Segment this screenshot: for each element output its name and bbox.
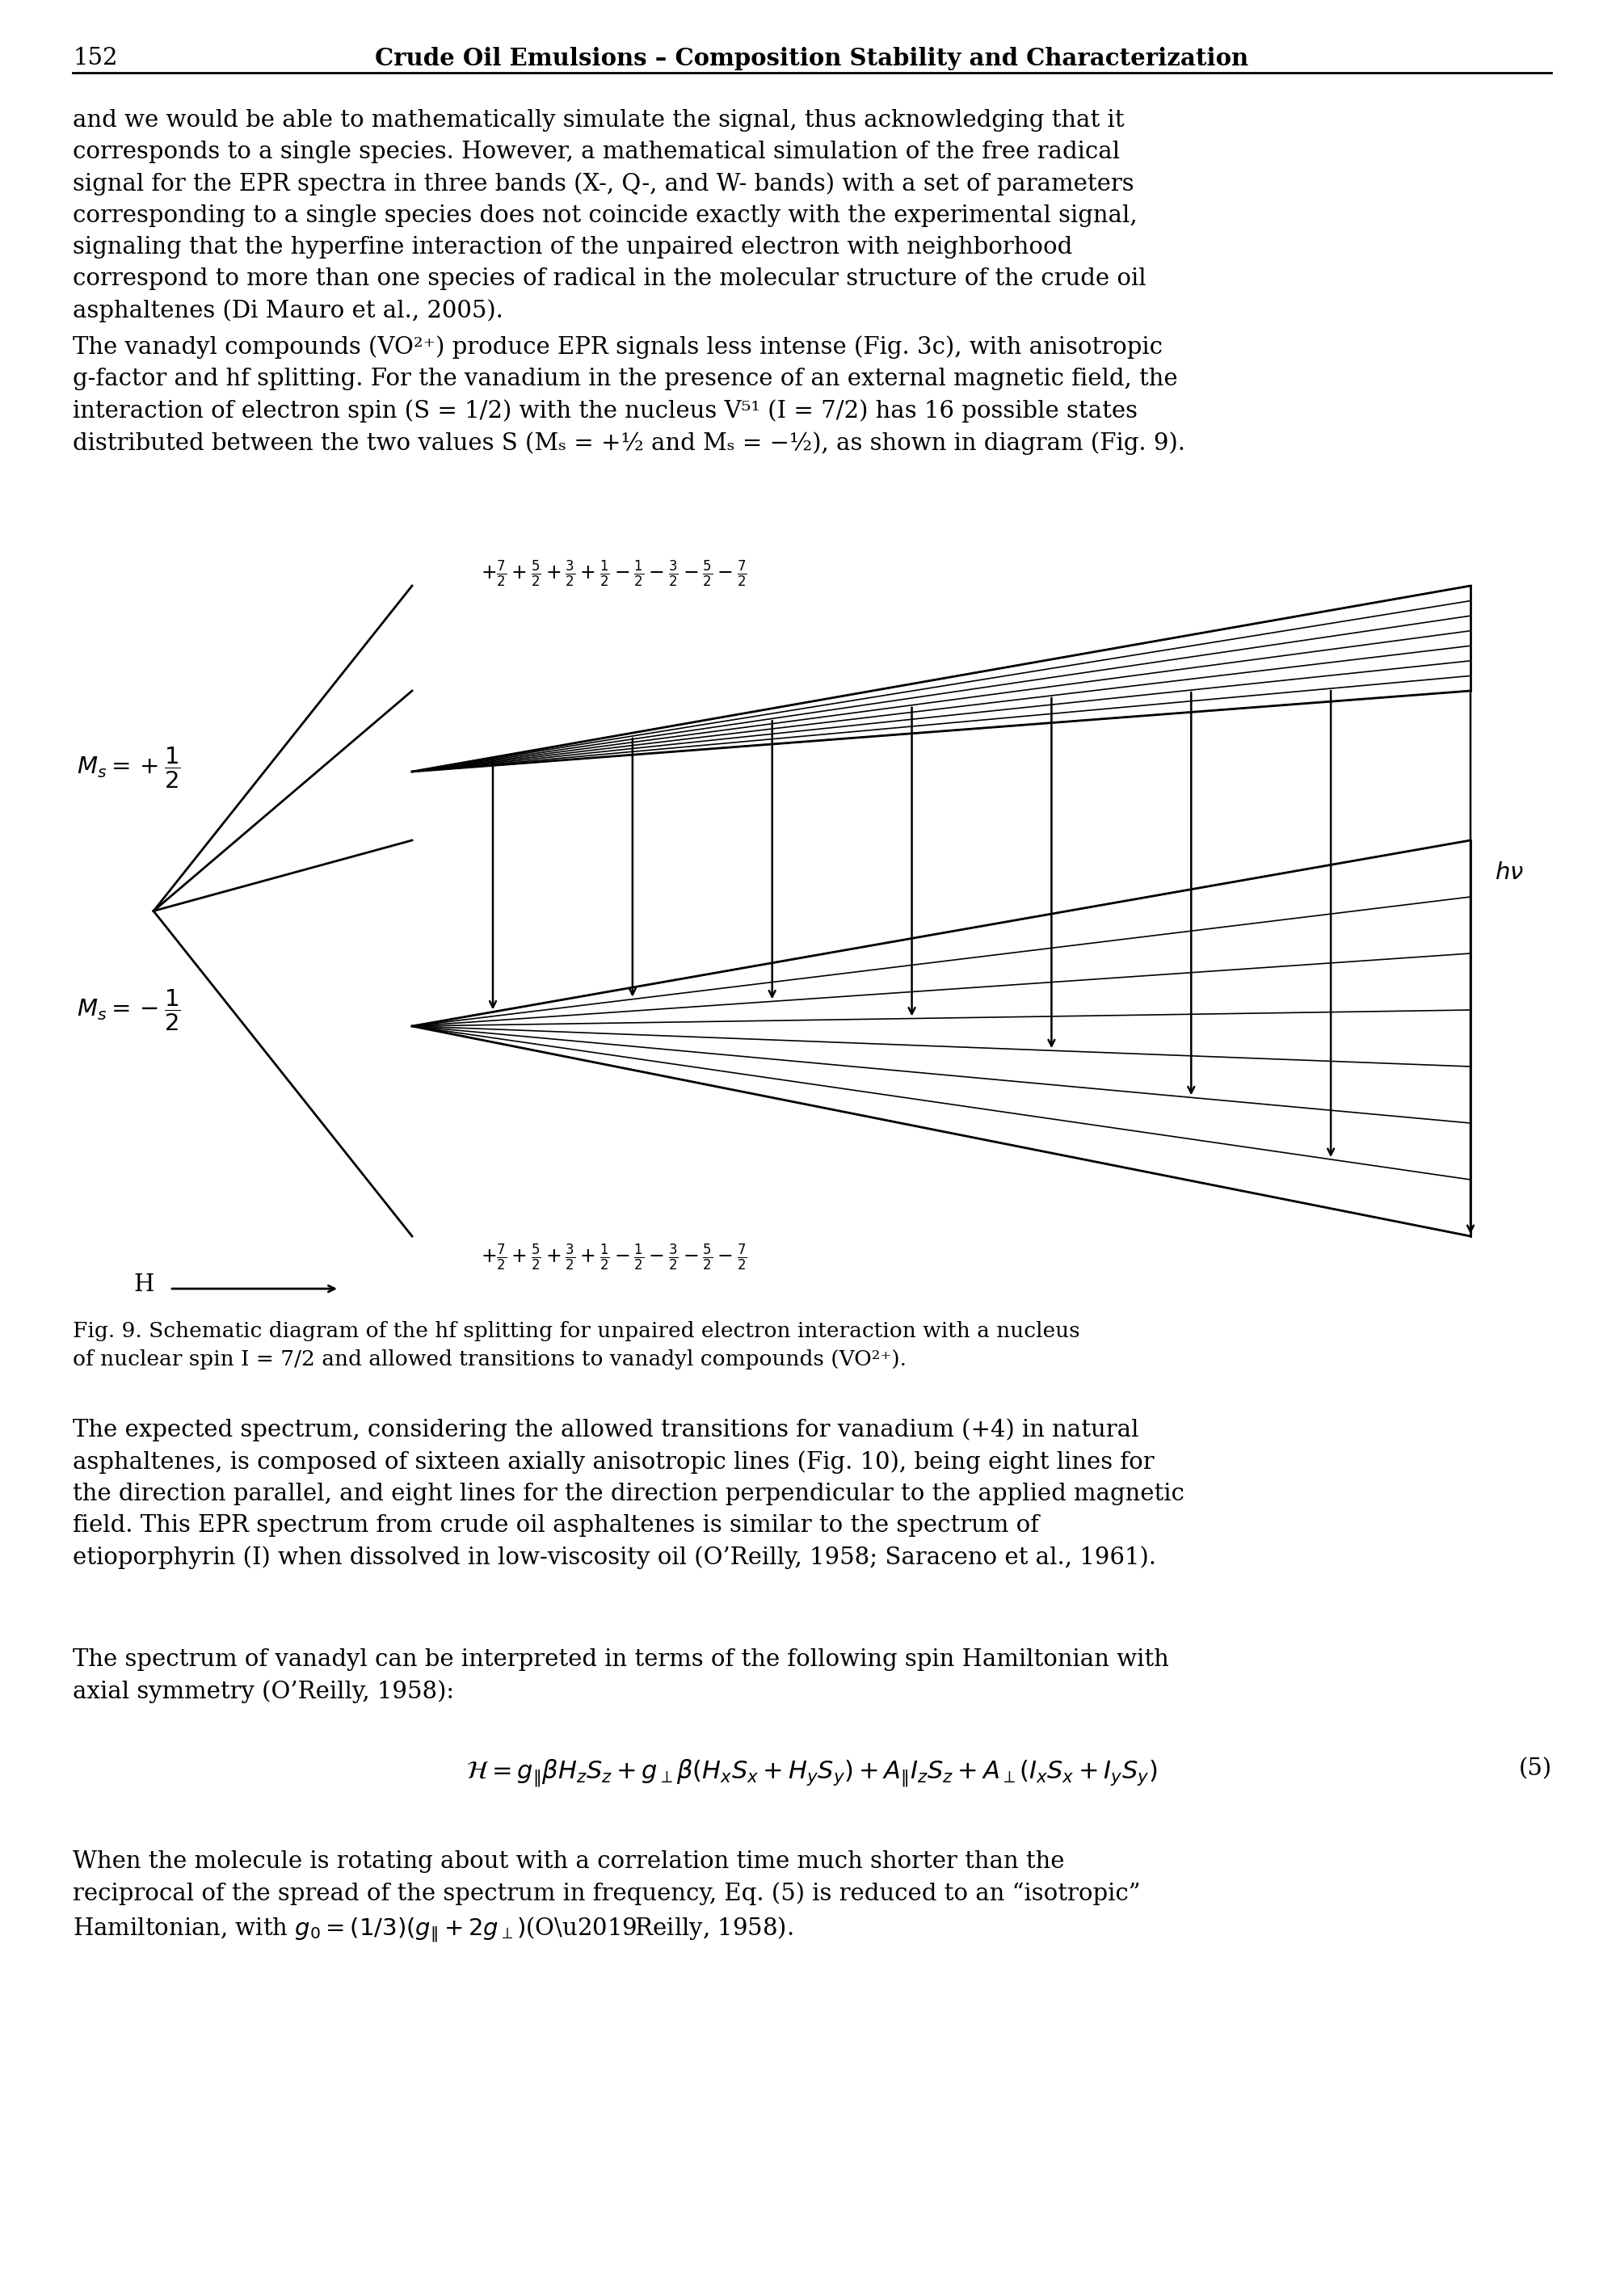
Text: $+\frac{7}{2}+\frac{5}{2}+\frac{3}{2}+\frac{1}{2}-\frac{1}{2}-\frac{3}{2}-\frac{: $+\frac{7}{2}+\frac{5}{2}+\frac{3}{2}+\f… [481,559,747,588]
Text: Fig. 9. Schematic diagram of the hf splitting for unpaired electron interaction : Fig. 9. Schematic diagram of the hf spli… [73,1321,1080,1369]
Text: When the molecule is rotating about with a correlation time much shorter than th: When the molecule is rotating about with… [73,1850,1140,1943]
Text: The spectrum of vanadyl can be interpreted in terms of the following spin Hamilt: The spectrum of vanadyl can be interpret… [73,1648,1169,1703]
Text: $h\nu$: $h\nu$ [1494,861,1523,884]
Text: H: H [133,1273,154,1296]
Text: The expected spectrum, considering the allowed transitions for vanadium (+4) in : The expected spectrum, considering the a… [73,1417,1184,1570]
Text: (5): (5) [1518,1758,1553,1781]
Text: Crude Oil Emulsions – Composition Stability and Characterization: Crude Oil Emulsions – Composition Stabil… [375,46,1249,71]
Text: and we would be able to mathematically simulate the signal, thus acknowledging t: and we would be able to mathematically s… [73,110,1147,323]
Text: 152: 152 [73,46,117,69]
Text: $\mathcal{H} = g_{\|}\beta H_z S_z + g_{\perp}\beta(H_x S_x + H_y S_y) + A_{\|}I: $\mathcal{H} = g_{\|}\beta H_z S_z + g_{… [466,1758,1158,1788]
Text: $+\frac{7}{2}+\frac{5}{2}+\frac{3}{2}+\frac{1}{2}-\frac{1}{2}-\frac{3}{2}-\frac{: $+\frac{7}{2}+\frac{5}{2}+\frac{3}{2}+\f… [481,1243,747,1273]
Text: $M_s=+\dfrac{1}{2}$: $M_s=+\dfrac{1}{2}$ [76,746,180,790]
Text: The vanadyl compounds (VO²⁺) produce EPR signals less intense (Fig. 3c), with an: The vanadyl compounds (VO²⁺) produce EPR… [73,334,1186,456]
Text: $M_s=-\dfrac{1}{2}$: $M_s=-\dfrac{1}{2}$ [76,989,180,1032]
